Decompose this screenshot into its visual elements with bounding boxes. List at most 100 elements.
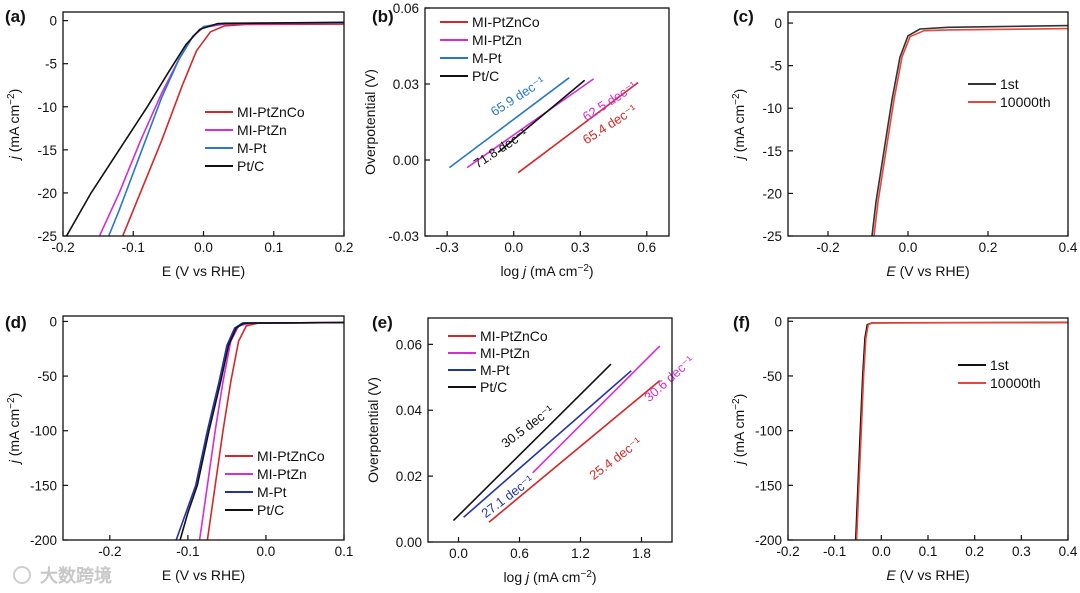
y-tick-label: -15 — [37, 143, 57, 158]
series-line-mi-ptznco — [121, 23, 344, 236]
x-tick-label: 0.3 — [1012, 544, 1031, 559]
y-tick-label: -50 — [762, 369, 782, 384]
y-tick-label: 0.03 — [393, 77, 419, 92]
series-line-m-pt — [448, 77, 570, 169]
plot-frame — [787, 11, 1069, 237]
plot-frame — [427, 317, 673, 543]
slope-label: 30.6 dec⁻¹ — [641, 352, 697, 404]
x-tick-label: 0.1 — [335, 544, 354, 559]
y-tick-label: -15 — [762, 144, 782, 159]
x-tick-label: 0.0 — [872, 544, 891, 559]
legend-label: M-Pt — [472, 50, 502, 66]
x-tick-label: 0.0 — [504, 240, 523, 255]
panel-d: (d) -0.2 -0.1 0.0 0.1 0 -50 -100 -150 -200 E (V vs… — [5, 313, 353, 583]
x-axis-label: log j (mA cm−2) — [500, 263, 593, 280]
legend-label: 10000th — [990, 375, 1041, 391]
series-line-mi-ptznco — [517, 82, 639, 174]
y-tick-label: -200 — [30, 533, 57, 548]
x-axis-label: E (V vs RHE) — [162, 263, 245, 279]
watermark-logo-icon — [13, 566, 31, 584]
y-tick-label: -5 — [45, 57, 57, 72]
series-line-mi-ptzn — [532, 345, 661, 474]
y-tick-label: -20 — [37, 186, 57, 201]
panel-label: (a) — [5, 7, 26, 26]
series-line-m-pt — [463, 370, 632, 518]
slope-label: 71.8 dec⁻¹ — [471, 125, 531, 171]
x-tick-label: 0.0 — [449, 546, 468, 561]
series-line-pt-c — [65, 21, 344, 236]
y-tick-label: -5 — [770, 59, 782, 74]
x-axis-label: log j (mA cm−2) — [503, 569, 596, 586]
legend-label: MI-PtZn — [257, 466, 307, 482]
series-line-pt-c — [452, 363, 612, 522]
legend-label: 10000th — [1000, 94, 1051, 110]
legend-label: Pt/C — [480, 379, 507, 395]
panel-c: (c) -0.2 0.0 0.2 0.4 0 -5 -10 -15 -20 -25 E (V vs R… — [731, 7, 1078, 279]
legend-label: MI-PtZn — [480, 345, 530, 361]
x-tick-label: 0.1 — [919, 544, 938, 559]
panel-label: (e) — [372, 313, 393, 332]
series-line-m-pt — [175, 321, 344, 540]
legend-label: MI-PtZn — [472, 32, 522, 48]
legend-label: 1st — [1000, 76, 1019, 92]
y-tick-label: -25 — [762, 229, 782, 244]
slope-label: 25.4 dec⁻¹ — [586, 434, 644, 483]
y-axis-label: j (mA cm−2) — [6, 89, 23, 162]
y-axis-label: j (mA cm−2) — [6, 393, 23, 466]
x-tick-label: 0.0 — [257, 544, 276, 559]
x-axis-label: E (V vs RHE) — [886, 263, 969, 279]
x-tick-label: 0.6 — [510, 546, 529, 561]
x-tick-label: 0.3 — [571, 240, 590, 255]
legend-label: M-Pt — [480, 362, 510, 378]
x-tick-label: -0.3 — [436, 240, 459, 255]
series-line-10000th — [855, 321, 1068, 540]
y-tick-label: -150 — [755, 478, 782, 493]
panel-label: (d) — [5, 313, 27, 332]
legend-label: MI-PtZnCo — [237, 104, 305, 120]
y-tick-label: -10 — [37, 100, 57, 115]
panel-label: (f) — [733, 313, 750, 332]
legend-label: Pt/C — [472, 68, 499, 84]
x-tick-label: -0.2 — [98, 544, 121, 559]
plot-frame — [62, 11, 345, 237]
legend-label: MI-PtZnCo — [257, 448, 325, 464]
y-tick-label: 0.00 — [393, 153, 419, 168]
y-tick-label: 0 — [49, 314, 57, 329]
y-tick-label: 0.02 — [396, 469, 422, 484]
panel-label: (c) — [733, 7, 754, 26]
x-tick-label: -0.2 — [776, 544, 799, 559]
y-tick-label: 0.06 — [396, 337, 422, 352]
y-tick-label: -0.03 — [388, 229, 419, 244]
x-tick-label: 0.2 — [979, 240, 998, 255]
panel-label: (b) — [372, 7, 394, 26]
watermark-text: 大数跨境 — [40, 565, 112, 586]
panel-a: (a) -0.2 -0.1 0.0 0.1 0.2 0 -5 -10 -15 -20 -25 E (V … — [5, 7, 353, 279]
y-tick-label: 0 — [49, 14, 57, 29]
x-axis-label: E (V vs RHE) — [886, 567, 969, 583]
y-axis-label: j (mA cm−2) — [731, 89, 748, 162]
series-line-mi-ptznco — [488, 379, 661, 523]
y-tick-label: -10 — [762, 101, 782, 116]
x-tick-label: 0.6 — [637, 240, 656, 255]
x-tick-label: -0.1 — [122, 240, 145, 255]
y-tick-label: -200 — [755, 533, 782, 548]
legend-label: MI-PtZn — [237, 122, 287, 138]
x-tick-label: 0.0 — [194, 240, 213, 255]
legend-label: 1st — [990, 357, 1009, 373]
x-tick-label: -0.2 — [51, 240, 74, 255]
plot-frame — [424, 7, 670, 237]
y-axis-label: Overpotential (V) — [362, 69, 378, 175]
x-tick-label: 0.2 — [965, 544, 984, 559]
y-tick-label: 0.00 — [396, 535, 422, 550]
plot-frame — [62, 315, 345, 541]
x-tick-label: 0.0 — [899, 240, 918, 255]
y-tick-label: 0 — [774, 314, 782, 329]
legend-label: MI-PtZnCo — [480, 328, 548, 344]
series-line-pt-c — [497, 79, 586, 154]
y-tick-label: -100 — [755, 424, 782, 439]
panel-f: (f) -0.2 -0.1 0.0 0.1 0.2 0.3 0.4 0 -50 -100 -150 -2… — [731, 313, 1078, 583]
panel-e: (e)25.4 dec⁻¹30.6 dec⁻¹27.1 dec⁻¹30.5 de… — [365, 313, 697, 585]
y-tick-label: -150 — [30, 478, 57, 493]
y-axis-label: Overpotential (V) — [365, 377, 381, 483]
